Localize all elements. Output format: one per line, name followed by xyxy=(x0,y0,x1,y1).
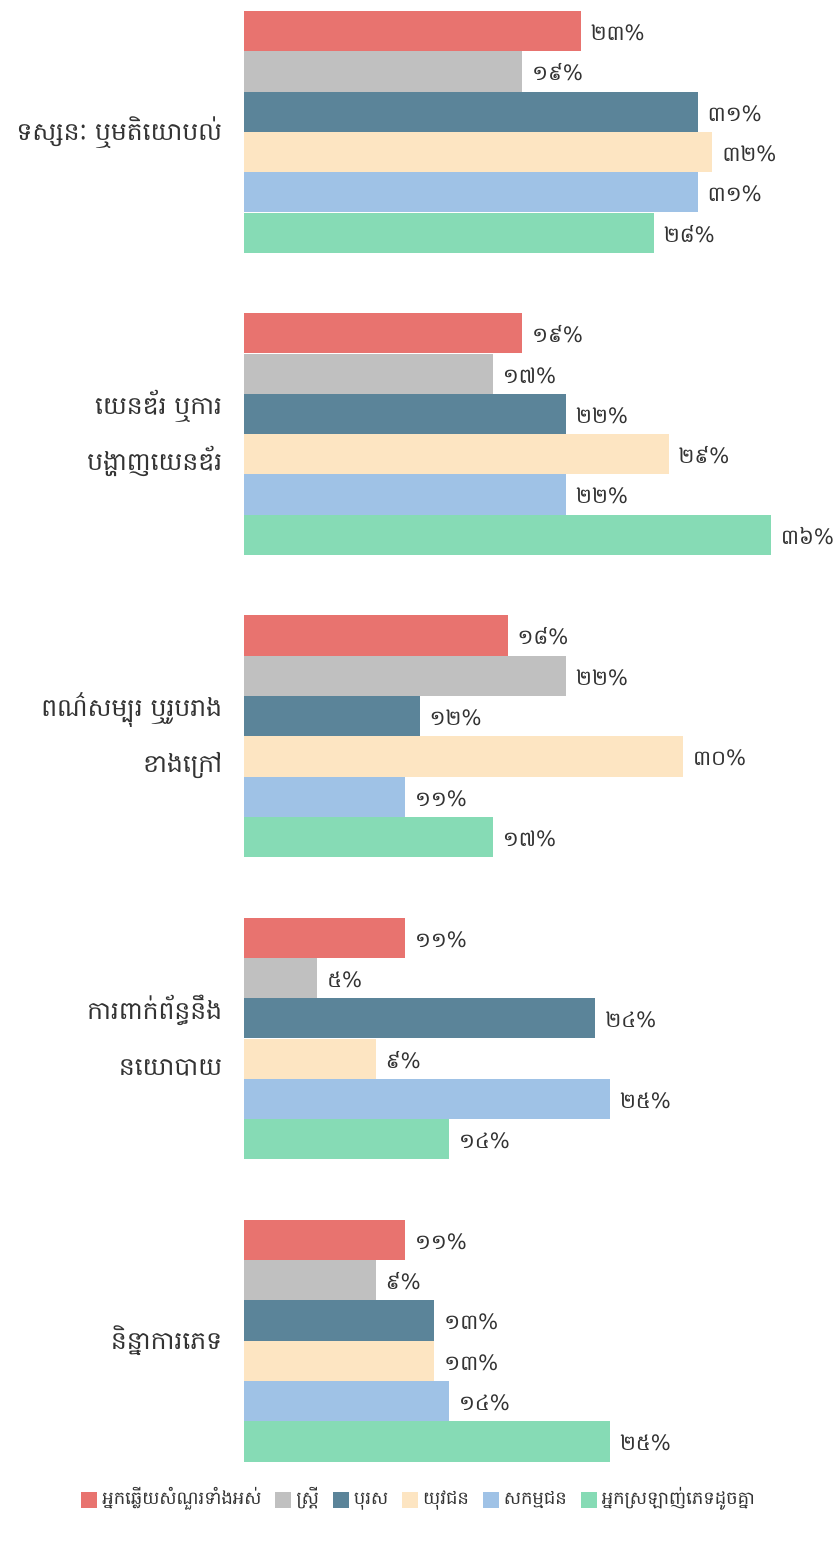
bar xyxy=(244,434,669,475)
bar xyxy=(244,1260,376,1301)
legend-item: ស្ត្រី xyxy=(275,1486,319,1513)
value-label: ២៥% xyxy=(619,1431,671,1456)
legend-label: បុរស xyxy=(353,1488,389,1509)
bar xyxy=(244,998,596,1039)
value-label: ១៣% xyxy=(444,1310,499,1335)
bar xyxy=(244,1038,376,1079)
value-label: ១៨% xyxy=(517,625,569,650)
bar xyxy=(244,1219,406,1261)
bar xyxy=(244,474,567,515)
value-label: ២៣% xyxy=(590,21,645,45)
bar xyxy=(244,917,406,958)
legend-swatch xyxy=(482,1491,499,1508)
legend-swatch xyxy=(332,1491,349,1508)
legend: អ្នកឆ្លើយសំណួរទាំងអស់ ស្ត្រី បុរស យុវជន សកម្… xyxy=(0,1486,836,1513)
value-label: ២៥% xyxy=(619,1088,671,1113)
bar xyxy=(244,957,318,999)
value-label: ៣២% xyxy=(722,141,777,166)
bar xyxy=(244,131,713,173)
value-label: ៩% xyxy=(385,1048,421,1073)
legend-label: ស្ត្រី xyxy=(296,1488,319,1509)
legend-swatch xyxy=(81,1491,98,1508)
value-label: ១២% xyxy=(429,706,482,730)
bar xyxy=(244,655,567,696)
legend-item: អ្នកឆ្លើយសំណួរទាំងអស់ xyxy=(81,1486,261,1513)
category-label: និន្នាការភេទ xyxy=(110,1325,222,1355)
bar xyxy=(244,212,654,253)
bar xyxy=(244,816,493,858)
bar xyxy=(244,1340,435,1381)
value-label: ១៩% xyxy=(532,323,583,348)
bar xyxy=(244,1381,449,1422)
legend-item: អ្នកស្រឡាញ់ភេទដូចគ្នា xyxy=(580,1486,755,1513)
value-label: ៥% xyxy=(327,967,363,992)
legend-swatch xyxy=(402,1491,419,1508)
value-label: ១១% xyxy=(415,1229,467,1254)
bar xyxy=(244,51,523,92)
legend-label: អ្នកឆ្លើយសំណួរទាំងអស់ xyxy=(102,1488,262,1509)
bar xyxy=(244,736,684,777)
legend-item: យុវជន xyxy=(402,1486,469,1513)
bar xyxy=(244,615,508,656)
legend-label: យុវជន xyxy=(423,1488,469,1509)
value-label: ១៩% xyxy=(532,61,583,86)
bar xyxy=(244,1078,610,1120)
bar xyxy=(244,353,493,394)
value-label: ១១% xyxy=(415,927,467,952)
bar xyxy=(244,1300,435,1341)
value-label: ១៤% xyxy=(458,1391,510,1415)
value-label: ១៧% xyxy=(502,363,556,388)
value-label: ១៧% xyxy=(502,826,556,851)
bar xyxy=(244,91,698,132)
value-label: ៩% xyxy=(385,1270,421,1295)
value-label: ៣៦% xyxy=(781,524,834,549)
bar xyxy=(244,1421,610,1462)
value-label: ១៤% xyxy=(458,1129,510,1154)
category-label: យេនឌ័រ ឬការបង្ហាញយេនឌ័រ xyxy=(87,391,222,477)
bar xyxy=(244,11,581,52)
bar xyxy=(244,696,420,737)
legend-item: បុរស xyxy=(332,1486,389,1513)
bar xyxy=(244,172,698,213)
category-label: ទស្សនៈ ឬមតិយោបល់ xyxy=(16,116,222,146)
bar xyxy=(244,514,771,555)
bar xyxy=(244,1119,449,1160)
value-label: ៣១% xyxy=(707,182,762,207)
value-label: ២៤% xyxy=(605,1008,657,1033)
bar xyxy=(244,776,406,817)
value-label: ២២% xyxy=(576,484,628,509)
legend-swatch xyxy=(275,1491,292,1508)
bar xyxy=(244,313,523,354)
legend-label: អ្នកស្រឡាញ់ភេទដូចគ្នា xyxy=(601,1488,755,1509)
value-label: ៣០% xyxy=(693,746,746,771)
category-label: ការពាក់ព័ន្ធនឹងនយោបាយ xyxy=(87,995,222,1081)
value-label: ២២% xyxy=(576,403,628,428)
category-label: ពណ៌សម្បុរ ឬរូបរាងខាងក្រៅ xyxy=(41,693,222,779)
value-label: ២៩% xyxy=(678,444,730,469)
bar xyxy=(244,393,567,435)
legend-item: សកម្មជន xyxy=(482,1486,567,1513)
value-label: ២២% xyxy=(576,665,628,690)
value-label: ១៣% xyxy=(444,1350,499,1375)
legend-label: សកម្មជន xyxy=(503,1488,567,1509)
value-label: ៣១% xyxy=(707,101,762,126)
value-label: ២៨% xyxy=(663,222,715,247)
legend-swatch xyxy=(580,1491,597,1508)
value-label: ១១% xyxy=(415,786,467,811)
